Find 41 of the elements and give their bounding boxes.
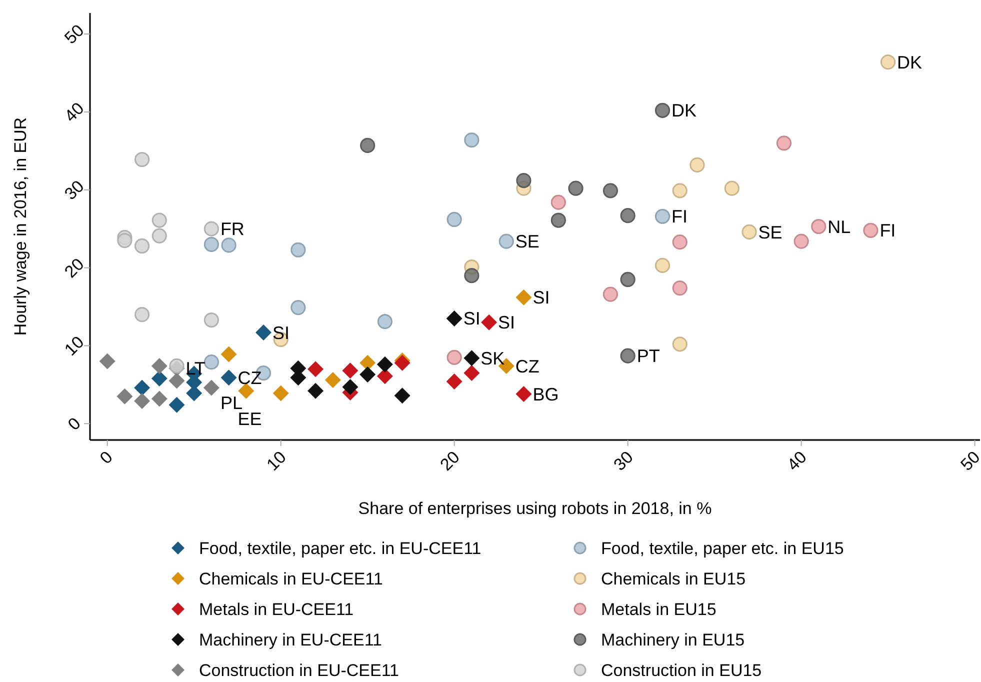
x-axis-title: Share of enterprises using robots in 2018, in % xyxy=(358,499,712,518)
legend-label: Chemicals in EU15 xyxy=(601,569,746,588)
legend-label: Machinery in EU-CEE11 xyxy=(199,630,382,650)
annotation: SK xyxy=(480,348,505,368)
y-tick-label: 10 xyxy=(60,332,88,360)
legend-label: Construction in EU-CEE11 xyxy=(199,660,399,680)
legend-label: Food, textile, paper etc. in EU-CEE11 xyxy=(199,538,482,558)
legend-label: Food, textile, paper etc. in EU15 xyxy=(601,538,844,558)
x-tick-label: 50 xyxy=(957,448,981,474)
annotation: SI xyxy=(463,308,480,329)
x-tick-label: 20 xyxy=(436,448,464,474)
annotation: SI xyxy=(272,322,290,343)
annotation: SI xyxy=(532,288,550,308)
y-axis-title: Hourly wage in 2016, in EUR xyxy=(11,117,30,336)
annotation: DK xyxy=(672,100,697,121)
x-tick-label: 10 xyxy=(263,448,290,474)
annotation: FI xyxy=(880,220,896,241)
annotation: PT xyxy=(636,346,660,366)
annotation: SE xyxy=(758,222,782,242)
annotation: CZ xyxy=(238,368,262,388)
annotation: NL xyxy=(828,216,851,237)
annotation: DK xyxy=(897,52,922,72)
annotation: FI xyxy=(672,206,688,227)
x-tick-label: 40 xyxy=(784,448,810,474)
y-tick-label: 0 xyxy=(64,414,84,434)
y-tick-label: 40 xyxy=(60,98,88,126)
legend-label: Machinery in EU15 xyxy=(601,630,745,650)
y-tick-label: 50 xyxy=(60,20,88,48)
annotation: BG xyxy=(532,384,559,404)
y-tick-label: 30 xyxy=(60,176,88,204)
annotation: SE xyxy=(515,232,540,252)
x-tick-label: 30 xyxy=(610,448,637,474)
legend-label: Construction in EU15 xyxy=(601,660,762,680)
annotation: FR xyxy=(220,219,244,240)
annotation: CZ xyxy=(515,356,540,376)
legend-label: Metals in EU15 xyxy=(601,600,716,619)
legend-label: Metals in EU-CEE11 xyxy=(199,600,354,619)
annotation: SI xyxy=(498,312,516,333)
legend-label: Chemicals in EU-CEE11 xyxy=(199,569,383,588)
x-tick-label: 0 xyxy=(96,448,116,468)
y-tick-label: 20 xyxy=(60,254,88,282)
